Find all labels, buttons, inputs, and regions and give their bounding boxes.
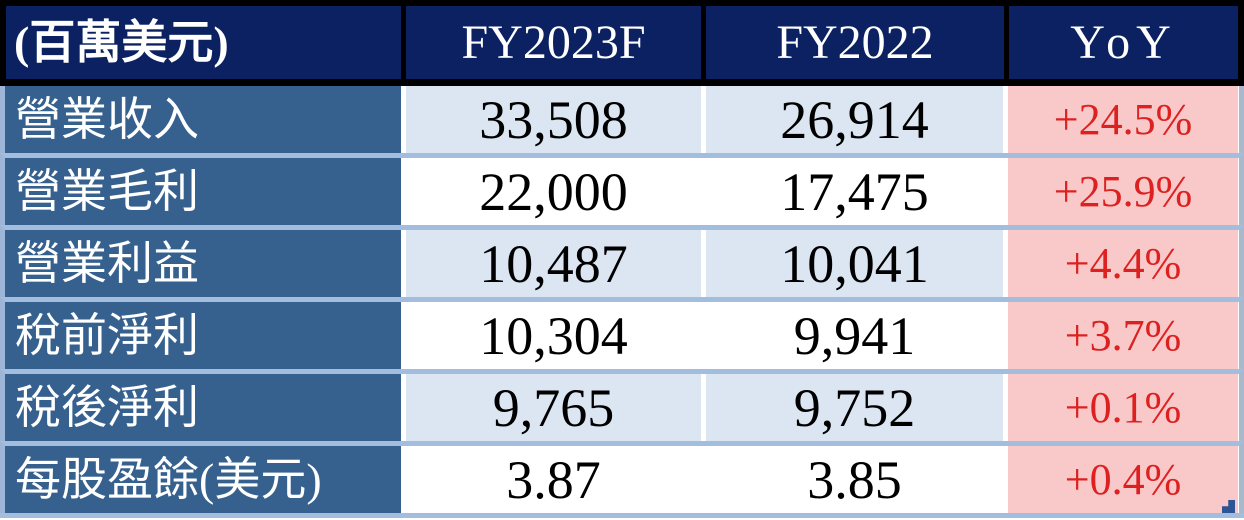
value-yoy: +0.1% bbox=[1008, 374, 1238, 441]
value-fy2023f: 9,765 bbox=[406, 374, 701, 441]
value-fy2022: 26,914 bbox=[706, 86, 1003, 153]
column-header-fy2022: FY2022 bbox=[706, 6, 1004, 79]
value-fy2022: 3.85 bbox=[706, 446, 1003, 513]
row-label: 稅前淨利 bbox=[5, 302, 401, 369]
row-label: 稅後淨利 bbox=[5, 374, 401, 441]
column-header-yoy: YoY bbox=[1009, 6, 1238, 79]
value-fy2022: 10,041 bbox=[706, 230, 1003, 297]
row-label: 營業利益 bbox=[5, 230, 401, 297]
value-fy2022: 9,752 bbox=[706, 374, 1003, 441]
column-header-fy2023f: FY2023F bbox=[406, 6, 701, 79]
value-fy2022: 9,941 bbox=[706, 302, 1003, 369]
value-fy2023f: 33,508 bbox=[406, 86, 701, 153]
value-fy2023f: 3.87 bbox=[406, 446, 701, 513]
table-row: 營業收入 33,508 26,914 +24.5% bbox=[0, 86, 1244, 153]
row-label: 每股盈餘(美元) bbox=[5, 446, 401, 513]
row-label: 營業毛利 bbox=[5, 158, 401, 225]
value-fy2023f: 10,487 bbox=[406, 230, 701, 297]
row-label: 營業收入 bbox=[5, 86, 401, 153]
value-yoy: +24.5% bbox=[1008, 86, 1238, 153]
value-yoy: +0.4% bbox=[1008, 446, 1238, 513]
table-row: 營業利益 10,487 10,041 +4.4% bbox=[0, 225, 1244, 297]
table-row: 稅後淨利 9,765 9,752 +0.1% bbox=[0, 369, 1244, 441]
value-yoy: +25.9% bbox=[1008, 158, 1238, 225]
table-row: 稅前淨利 10,304 9,941 +3.7% bbox=[0, 297, 1244, 369]
table-row: 營業毛利 22,000 17,475 +25.9% bbox=[0, 153, 1244, 225]
table-header-row: (百萬美元) FY2023F FY2022 YoY bbox=[0, 0, 1244, 86]
value-fy2023f: 10,304 bbox=[406, 302, 701, 369]
unit-header-cell: (百萬美元) bbox=[6, 6, 401, 79]
value-fy2022: 17,475 bbox=[706, 158, 1003, 225]
value-yoy: +4.4% bbox=[1008, 230, 1238, 297]
value-yoy: +3.7% bbox=[1008, 302, 1238, 369]
table-body: 營業收入 33,508 26,914 +24.5% 營業毛利 22,000 17… bbox=[0, 86, 1244, 518]
table-row: 每股盈餘(美元) 3.87 3.85 +0.4% bbox=[0, 441, 1244, 513]
value-fy2023f: 22,000 bbox=[406, 158, 701, 225]
